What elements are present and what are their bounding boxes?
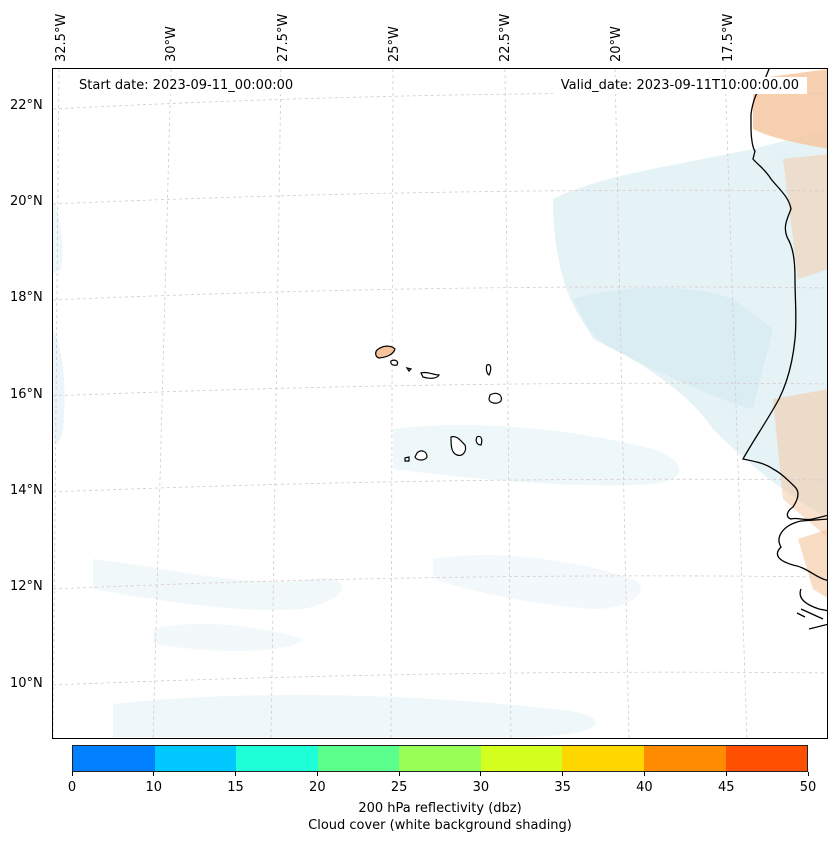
colorbar-label-reflectivity: 200 hPa reflectivity (dbz) [358,801,522,816]
coastline-guinea-bissau [776,518,827,630]
colorbar-tick-mark [71,772,73,776]
start-date-label: Start date: 2023-09-11_00:00:00 [71,77,302,94]
colorbar-tick-mark [235,772,237,776]
island-brava [404,456,410,462]
colorbar-segment-0 [73,746,155,771]
lat-label-18n: 18°N [10,290,43,305]
island-fogo [414,450,428,461]
island-maio [475,435,483,446]
coastline-west-africa [741,69,827,521]
colorbar-tick-label: 25 [390,780,408,795]
colorbar-tick-label: 15 [227,780,244,795]
colorbar-tick-mark [398,772,400,776]
colorbar-tick-mark [316,772,318,776]
lon-label-17-5w: 17.5°W [721,13,736,62]
colorbar-tick-label: 0 [67,780,77,795]
colorbar-tick-mark [643,772,645,776]
cloud-cover-shading [53,129,827,737]
gridlines [53,69,827,738]
island-boa-vista [488,392,502,404]
island-sao-nicolau [420,371,440,379]
island-sao-vicente [390,359,399,366]
colorbar-tick-label: 40 [636,780,653,795]
colorbar-segment-8 [725,746,808,771]
lon-label-32-5w: 32.5°W [54,13,69,62]
colorbar-tick-mark [807,772,809,776]
valid-date-label: Valid_date: 2023-09-11T10:00:00.00 [552,77,807,94]
colorbar-segment-6 [562,746,644,771]
island-santiago [450,436,467,456]
colorbar-segment-5 [480,746,563,771]
colorbar-segment-7 [643,746,726,771]
lon-label-27-5w: 27.5°W [276,13,291,62]
lat-label-22n: 22°N [10,98,43,113]
lat-label-20n: 20°N [10,194,43,209]
colorbar-tick-label: 45 [717,780,735,795]
colorbar-segment-2 [236,746,318,771]
colorbar-tick-label: 10 [145,780,163,795]
island-sal [485,364,492,376]
lon-label-30w: 30°W [164,26,179,62]
island-santo-antao [375,345,396,359]
lat-label-10n: 10°N [10,676,43,691]
cabo-verde-islands [375,345,502,462]
colorbar-tick-label: 30 [472,780,490,795]
map-canvas [53,69,827,738]
colorbar-tick-mark [480,772,482,776]
colorbar-segment-1 [154,746,237,771]
lon-label-20w: 20°W [609,26,624,62]
colorbar-tick-label: 35 [554,780,571,795]
colorbar-segment-4 [399,746,481,771]
lat-label-12n: 12°N [10,579,43,594]
map-panel[interactable]: Start date: 2023-09-11_00:00:00 Valid_da… [52,68,828,739]
reflectivity-shading [753,69,827,598]
colorbar-tick-mark [153,772,155,776]
colorbar [72,745,808,772]
colorbar-label-cloud-cover: Cloud cover (white background shading) [308,818,572,833]
colorbar-tick-mark [562,772,564,776]
colorbar-segment-3 [317,746,400,771]
lat-label-16n: 16°N [10,387,43,402]
colorbar-tick-label: 50 [799,780,817,795]
lon-label-25w: 25°W [387,26,402,62]
lon-label-22-5w: 22.5°W [498,13,513,62]
island-santa-luzia [405,367,413,372]
lat-label-14n: 14°N [10,483,43,498]
colorbar-tick-mark [725,772,727,776]
colorbar-tick-label: 20 [309,780,326,795]
